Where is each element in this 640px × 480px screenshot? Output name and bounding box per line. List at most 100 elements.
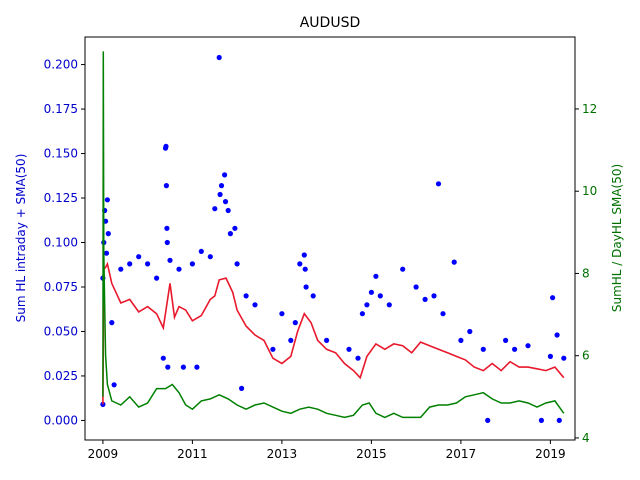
scatter-point — [222, 172, 228, 178]
left-tick-label: 0.050 — [44, 324, 78, 338]
x-tick-label: 2015 — [356, 447, 387, 461]
scatter-point — [303, 284, 309, 290]
left-y-axis: 0.000 0.025 0.050 0.075 0.100 0.125 0.150 0.175… — [44, 58, 85, 427]
scatter-point — [400, 266, 406, 272]
scatter-point — [435, 181, 442, 187]
x-tick-label: 2019 — [535, 447, 566, 461]
scatter-point — [386, 302, 392, 308]
scatter-point — [547, 353, 554, 359]
scatter-point — [218, 183, 225, 189]
scatter-point — [440, 311, 446, 317]
scatter-point — [301, 252, 307, 258]
scatter-point — [324, 337, 330, 343]
scatter-point — [167, 257, 173, 263]
scatter-point — [232, 225, 238, 231]
scatter-point — [225, 207, 231, 214]
left-tick-label: 0.000 — [44, 413, 78, 427]
scatter-point — [550, 295, 556, 301]
plot-area — [84, 36, 576, 441]
scatter-point — [154, 275, 160, 281]
scatter-point — [292, 320, 298, 326]
right-tick-label: 8 — [582, 266, 590, 280]
right-tick-label: 10 — [582, 184, 597, 198]
scatter-point — [189, 261, 195, 267]
scatter-point — [355, 355, 361, 361]
left-tick-label: 0.200 — [44, 58, 78, 72]
scatter-point — [198, 248, 204, 254]
scatter-point — [176, 266, 182, 272]
scatter-point — [207, 254, 213, 260]
scatter-point — [212, 206, 218, 212]
left-tick-label: 0.025 — [44, 369, 78, 383]
scatter-point — [503, 337, 509, 343]
scatter-point — [222, 199, 229, 205]
scatter-point — [194, 364, 200, 370]
scatter-point — [111, 382, 117, 388]
x-tick-label: 2009 — [88, 447, 119, 461]
scatter-point — [163, 143, 169, 149]
scatter-point — [234, 261, 240, 267]
scatter-point — [216, 54, 222, 61]
scatter-point — [165, 364, 171, 370]
left-tick-label: 0.175 — [44, 102, 78, 116]
scatter-point — [243, 293, 249, 299]
right-y-axis: 4 6 8 10 12 — [575, 102, 597, 445]
scatter-point — [145, 261, 151, 267]
scatter-point — [105, 231, 111, 237]
x-tick-label: 2013 — [267, 447, 298, 461]
scatter-point — [164, 225, 170, 231]
sma-line — [102, 261, 565, 405]
scatter-point — [373, 273, 379, 279]
scatter-point — [431, 293, 437, 299]
scatter-point — [109, 320, 115, 326]
scatter-point — [538, 417, 545, 423]
scatter-point — [467, 328, 473, 335]
scatter-point — [422, 296, 428, 302]
scatter-point — [103, 250, 110, 256]
scatter-point — [227, 231, 233, 237]
scatter-point — [252, 302, 258, 308]
left-tick-label: 0.125 — [44, 191, 78, 205]
scatter-point — [377, 293, 383, 299]
scatter-point — [368, 289, 374, 295]
scatter-point — [346, 346, 352, 352]
right-tick-label: 6 — [582, 349, 590, 363]
plot-frame — [84, 36, 576, 441]
scatter-point — [480, 346, 486, 352]
scatter-point — [364, 302, 370, 308]
scatter-point — [288, 337, 294, 343]
scatter-point — [118, 266, 124, 272]
scatter-point — [359, 311, 365, 317]
x-tick-label: 2011 — [177, 447, 208, 461]
scatter-point — [451, 259, 457, 265]
left-tick-label: 0.150 — [44, 147, 78, 161]
scatter-point — [302, 266, 308, 272]
left-tick-label: 0.075 — [44, 280, 78, 294]
scatter-point — [556, 417, 562, 423]
scatter-point — [163, 183, 169, 189]
right-axis-label: SumHL / DayHL SMA(50) — [610, 164, 624, 312]
scatter-point — [310, 293, 316, 299]
x-tick-label: 2017 — [446, 447, 477, 461]
scatter-point — [164, 239, 170, 246]
scatter-point — [217, 191, 223, 198]
scatter-point — [104, 197, 110, 203]
scatter-point — [127, 261, 133, 267]
x-axis: 2009 2011 2013 2015 2017 2019 — [88, 440, 566, 461]
scatter-point — [485, 417, 491, 423]
chart-title: AUDUSD — [300, 15, 361, 31]
scatter-point — [136, 254, 142, 260]
scatter-point — [180, 364, 186, 370]
left-axis-label: Sum HL intraday + SMA(50) — [14, 154, 28, 323]
scatter-point — [554, 332, 560, 338]
left-tick-label: 0.100 — [44, 236, 78, 250]
ratio-line — [102, 51, 565, 419]
scatter-point — [511, 346, 518, 352]
scatter-point — [458, 337, 464, 343]
scatter-point — [525, 343, 531, 349]
scatter-point — [160, 355, 166, 361]
scatter-point — [413, 284, 419, 290]
scatter-point — [270, 346, 276, 352]
scatter-point — [561, 355, 567, 361]
